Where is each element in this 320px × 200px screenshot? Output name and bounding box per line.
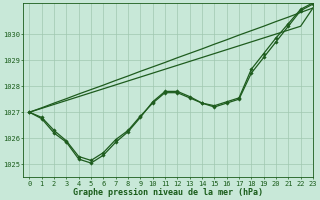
X-axis label: Graphe pression niveau de la mer (hPa): Graphe pression niveau de la mer (hPa) [73,188,263,197]
